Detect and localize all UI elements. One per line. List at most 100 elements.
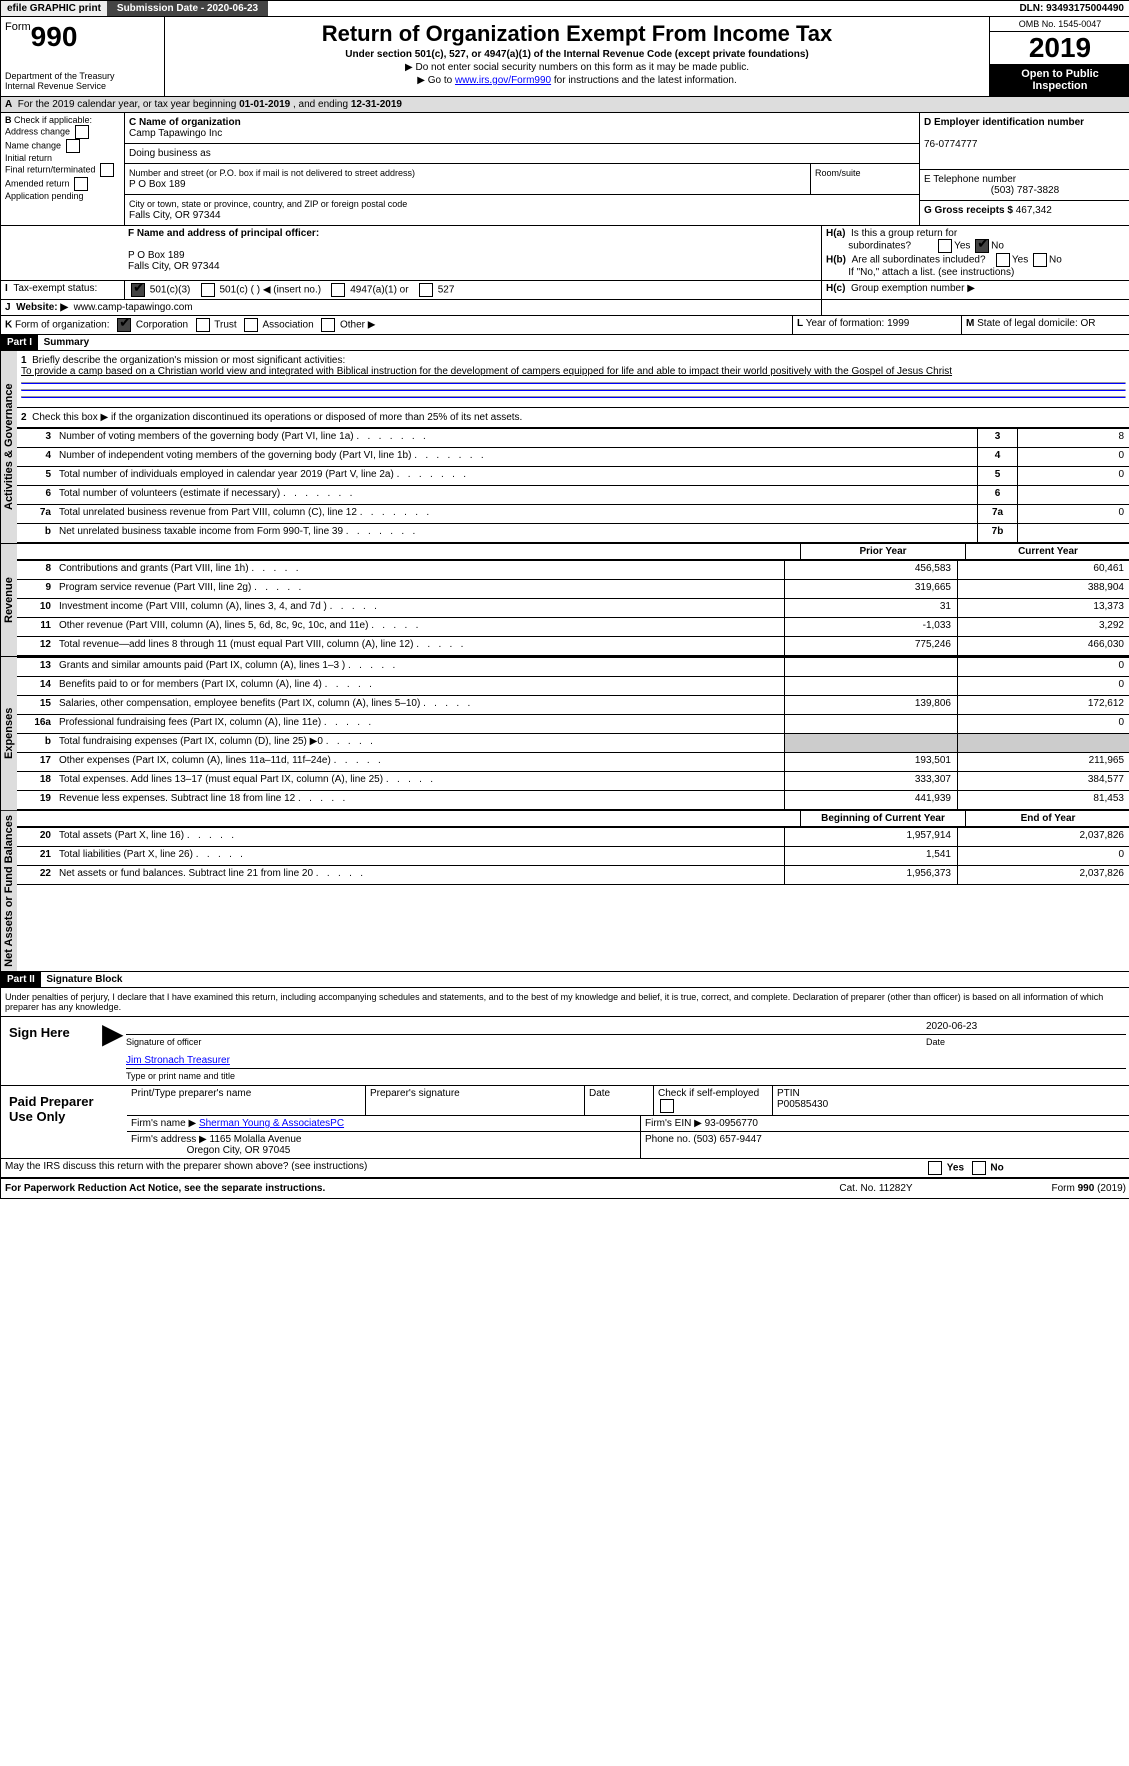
part1-sub: Summary [44, 337, 90, 348]
ein-label: Firm's EIN ▶ [645, 1118, 702, 1129]
prior-year-hdr: Prior Year [800, 544, 965, 559]
officer-addr2: Falls City, OR 97344 [128, 261, 220, 272]
ha2: subordinates? [848, 241, 911, 252]
dept: Department of the Treasury [5, 71, 160, 81]
firm-name[interactable]: Sherman Young & AssociatesPC [199, 1118, 344, 1129]
dln: DLN: 93493175004490 [1013, 1, 1129, 16]
header: efile GRAPHIC print Submission Date - 20… [1, 1, 1129, 17]
prep-col3: Date [585, 1086, 654, 1115]
sign-here: Sign Here [1, 1017, 102, 1085]
name-label: Type or print name and title [126, 1071, 1126, 1081]
date-label: Date [926, 1037, 1126, 1047]
chk-pending: Application pending [5, 191, 84, 201]
mission-text: To provide a camp based on a Christian w… [21, 366, 952, 377]
checkbox[interactable] [244, 318, 258, 332]
subtitle-3: ▶ Go to www.irs.gov/Form990 for instruct… [169, 75, 985, 86]
addr-label: Firm's address ▶ [131, 1134, 207, 1145]
checkbox[interactable] [419, 283, 433, 297]
ein: 93-0956770 [705, 1118, 758, 1129]
firm-label: Firm's name ▶ [131, 1118, 196, 1129]
officer-addr1: P O Box 189 [128, 250, 185, 261]
website: www.camp-tapawingo.com [74, 302, 193, 313]
e-label: E Telephone number [924, 174, 1016, 185]
k-label: Form of organization: [15, 320, 110, 331]
hc: Group exemption number ▶ [851, 283, 975, 294]
city: Falls City, OR 97344 [129, 210, 221, 221]
side-governance: Activities & Governance [1, 351, 17, 543]
room-label: Room/suite [815, 168, 861, 178]
checkbox[interactable] [928, 1161, 942, 1175]
form-prefix: Form [5, 21, 31, 33]
sig-date: 2020-06-23 [926, 1021, 1126, 1032]
hb: Are all subordinates included? [852, 255, 986, 266]
irs: Internal Revenue Service [5, 81, 160, 91]
side-expenses: Expenses [1, 657, 17, 810]
declaration: Under penalties of perjury, I declare th… [1, 988, 1129, 1016]
checkbox[interactable] [74, 177, 88, 191]
tax-year: 2019 [990, 32, 1129, 64]
checkbox[interactable] [75, 125, 89, 139]
side-net: Net Assets or Fund Balances [1, 811, 17, 971]
l-label: Year of formation: [806, 318, 885, 329]
checkbox[interactable] [660, 1099, 674, 1113]
prep-col2: Preparer's signature [366, 1086, 585, 1115]
part2-title: Part II [1, 972, 41, 987]
checkbox[interactable] [66, 139, 80, 153]
subtitle-1: Under section 501(c), 527, or 4947(a)(1)… [169, 49, 985, 60]
paid-prep: Paid Preparer Use Only [1, 1086, 127, 1158]
phone: (503) 787-3828 [924, 185, 1126, 196]
ptin-label: PTIN [777, 1088, 800, 1099]
city-label: City or town, state or province, country… [129, 199, 407, 209]
checkbox[interactable] [996, 253, 1010, 267]
pra: For Paperwork Reduction Act Notice, see … [5, 1183, 325, 1194]
part1-title: Part I [1, 335, 38, 350]
boy-hdr: Beginning of Current Year [800, 811, 965, 826]
dba-label: Doing business as [129, 148, 211, 159]
checkbox[interactable] [938, 239, 952, 253]
street: P O Box 189 [129, 179, 186, 190]
m-label: State of legal domicile: [977, 318, 1078, 329]
checkbox[interactable] [972, 1161, 986, 1175]
form-header: Form990 Department of the Treasury Inter… [1, 17, 1129, 97]
omb: OMB No. 1545-0047 [990, 17, 1129, 32]
checkbox[interactable] [1033, 253, 1047, 267]
check-applicable: Check if applicable: [14, 115, 92, 125]
part2-sub: Signature Block [46, 974, 122, 985]
cat-no: Cat. No. 11282Y [776, 1183, 976, 1194]
prep-col1: Print/Type preparer's name [127, 1086, 366, 1115]
checkbox[interactable] [100, 163, 114, 177]
checkbox-checked[interactable] [975, 239, 989, 253]
gross-receipts: 467,342 [1016, 205, 1052, 216]
hb2: If "No," attach a list. (see instruction… [848, 267, 1014, 278]
side-revenue: Revenue [1, 544, 17, 656]
sig-label: Signature of officer [126, 1037, 926, 1047]
checkbox[interactable] [196, 318, 210, 332]
chk-final: Final return/terminated [5, 164, 96, 174]
i-label: Tax-exempt status: [13, 283, 97, 294]
officer-name[interactable]: Jim Stronach Treasurer [126, 1055, 230, 1066]
subtitle-2: ▶ Do not enter social security numbers o… [169, 62, 985, 73]
chk-amended: Amended return [5, 178, 70, 188]
open-to-public: Open to Public Inspection [990, 64, 1129, 96]
form-number: 990 [31, 21, 78, 52]
chk-name: Name change [5, 140, 61, 150]
checkbox-checked[interactable] [131, 283, 145, 297]
chk-address: Address change [5, 126, 70, 136]
j-label: Website: ▶ [16, 302, 68, 313]
irs-link[interactable]: www.irs.gov/Form990 [455, 75, 551, 86]
ein: 76-0774777 [924, 139, 977, 150]
current-year-hdr: Current Year [965, 544, 1129, 559]
prep-phone: (503) 657-9447 [693, 1134, 761, 1145]
checkbox[interactable] [201, 283, 215, 297]
c-label: C Name of organization [129, 117, 241, 128]
street-label: Number and street (or P.O. box if mail i… [129, 168, 415, 178]
ptin: P00585430 [777, 1099, 828, 1110]
ha1: Is this a group return for [851, 228, 957, 239]
discuss: May the IRS discuss this return with the… [1, 1159, 922, 1177]
checkbox[interactable] [321, 318, 335, 332]
l1-label: Briefly describe the organization's miss… [32, 355, 345, 366]
checkbox-checked[interactable] [117, 318, 131, 332]
checkbox[interactable] [331, 283, 345, 297]
d-label: D Employer identification number [924, 117, 1084, 128]
l2: Check this box ▶ if the organization dis… [32, 412, 522, 423]
